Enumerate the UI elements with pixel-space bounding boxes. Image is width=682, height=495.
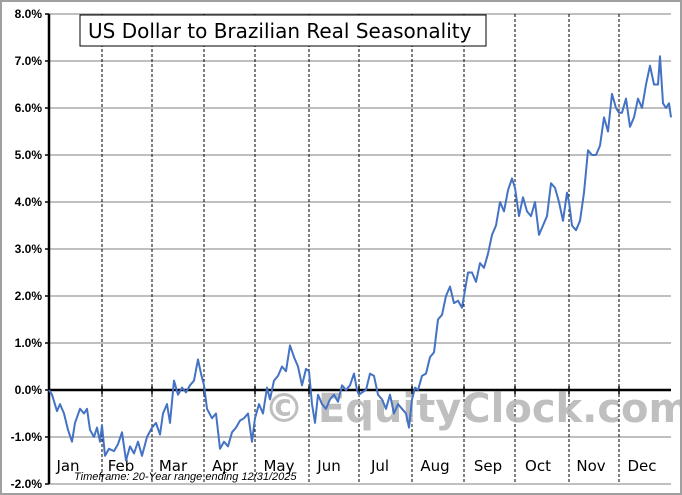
y-tick-label: -1.0% <box>11 430 43 444</box>
month-label: Feb <box>108 457 135 475</box>
title-box: US Dollar to Brazilian Real Seasonality <box>79 14 487 47</box>
month-label: Nov <box>576 457 605 475</box>
y-tick-label: -2.0% <box>11 477 43 491</box>
y-tick-labels: -2.0% -1.0% 0.0% 1.0% 2.0% 3.0% 4.0% 5.0% 6.0% 7.… <box>11 7 43 491</box>
y-axis <box>45 13 51 485</box>
watermark: © EquityClock.com <box>264 386 682 432</box>
month-label: Dec <box>627 457 656 475</box>
y-tick-label: 0.0% <box>15 383 43 397</box>
y-tick-label: 7.0% <box>15 54 43 68</box>
chart-title: US Dollar to Brazilian Real Seasonality <box>88 19 472 43</box>
month-label: Jan <box>55 457 79 475</box>
seasonal-line-series <box>48 55 672 462</box>
month-dividers <box>101 14 620 484</box>
horizontal-gridlines <box>49 13 671 485</box>
timeframe-note: Timeframe: 20-Year range ending 12/31/20… <box>74 471 297 483</box>
y-tick-label: 4.0% <box>15 195 43 209</box>
zero-line <box>49 386 671 394</box>
month-label: Jul <box>370 457 389 475</box>
y-tick-label: 6.0% <box>15 101 43 115</box>
month-label: Mar <box>159 457 188 475</box>
y-tick-label: 5.0% <box>15 148 43 162</box>
watermark-text: © EquityClock.com <box>264 386 682 432</box>
month-label: Aug <box>420 457 449 475</box>
month-labels: Jan Feb Mar Apr May Jun Jul Aug Sep Oct Nov Dec <box>55 457 656 475</box>
y-tick-label: 8.0% <box>15 7 43 21</box>
month-label: Apr <box>212 457 239 475</box>
month-label: Oct <box>525 457 551 475</box>
month-label: May <box>263 457 294 475</box>
y-tick-label: 1.0% <box>15 336 43 350</box>
y-tick-label: 2.0% <box>15 289 43 303</box>
y-tick-label: 3.0% <box>15 242 43 256</box>
month-label: Sep <box>474 457 502 475</box>
month-label: Jun <box>316 457 340 475</box>
